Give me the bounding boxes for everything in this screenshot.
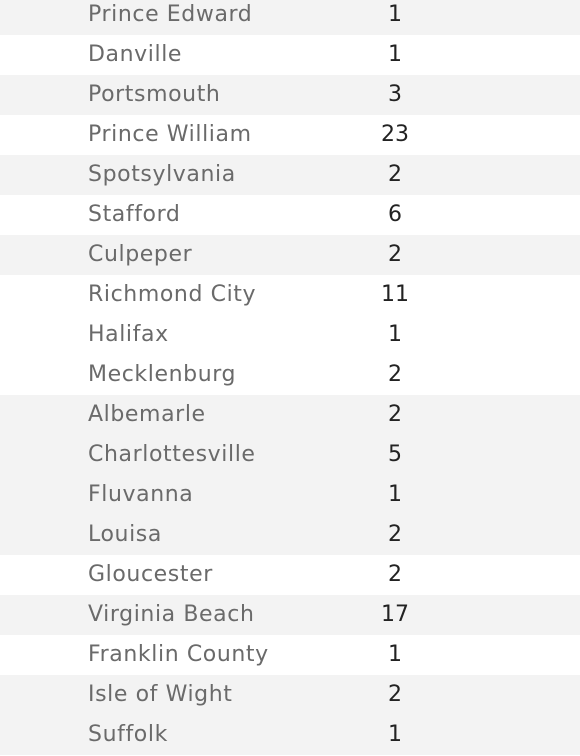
locality-count: 1 <box>388 482 402 507</box>
table-row[interactable]: Charlottesville 5 <box>0 435 580 475</box>
locality-name: Stafford <box>88 202 181 227</box>
locality-name: Gloucester <box>88 562 213 587</box>
locality-count: 17 <box>381 602 409 627</box>
locality-count: 23 <box>381 122 409 147</box>
locality-name: Franklin County <box>88 642 269 667</box>
locality-name: Virginia Beach <box>88 602 255 627</box>
table-row[interactable]: Portsmouth 3 <box>0 75 580 115</box>
locality-name: Louisa <box>88 522 162 547</box>
locality-count: 5 <box>388 442 402 467</box>
locality-name: Charlottesville <box>88 442 256 467</box>
table-row[interactable]: Prince Edward 1 <box>0 0 580 35</box>
locality-name: Danville <box>88 42 183 67</box>
locality-name: Halifax <box>88 322 169 347</box>
table-row[interactable]: Gloucester 2 <box>0 555 580 595</box>
locality-count: 1 <box>388 322 402 347</box>
table-row[interactable]: Prince William 23 <box>0 115 580 155</box>
table-row[interactable]: Franklin County 1 <box>0 635 580 675</box>
locality-name: Fluvanna <box>88 482 194 507</box>
locality-count: 2 <box>388 402 402 427</box>
locality-count: 2 <box>388 522 402 547</box>
locality-name: Suffolk <box>88 722 168 747</box>
locality-name: Albemarle <box>88 402 206 427</box>
table-row[interactable]: Albemarle 2 <box>0 395 580 435</box>
locality-count: 6 <box>388 202 402 227</box>
locality-name: Prince Edward <box>88 2 253 27</box>
locality-count: 2 <box>388 682 402 707</box>
locality-count: 2 <box>388 162 402 187</box>
table-row[interactable]: Halifax 1 <box>0 315 580 355</box>
locality-count: 1 <box>388 2 402 27</box>
locality-name: Culpeper <box>88 242 193 267</box>
table-row[interactable]: Richmond City 11 <box>0 275 580 315</box>
table-row[interactable]: Spotsylvania 2 <box>0 155 580 195</box>
locality-count: 2 <box>388 242 402 267</box>
table-row[interactable]: Virginia Beach 17 <box>0 595 580 635</box>
table-row[interactable]: Louisa 2 <box>0 515 580 555</box>
table-row[interactable]: Isle of Wight 2 <box>0 675 580 715</box>
locality-name: Isle of Wight <box>88 682 233 707</box>
locality-count: 1 <box>388 722 402 747</box>
locality-count: 11 <box>381 282 409 307</box>
table-row[interactable]: Fluvanna 1 <box>0 475 580 515</box>
locality-count: 2 <box>388 562 402 587</box>
locality-name: Spotsylvania <box>88 162 236 187</box>
table-row[interactable]: Danville 1 <box>0 35 580 75</box>
table-row[interactable]: Suffolk 1 <box>0 715 580 755</box>
locality-count: 2 <box>388 362 402 387</box>
locality-name: Portsmouth <box>88 82 221 107</box>
table-row[interactable]: Culpeper 2 <box>0 235 580 275</box>
locality-name: Richmond City <box>88 282 257 307</box>
locality-count: 3 <box>388 82 402 107</box>
table-row[interactable]: Stafford 6 <box>0 195 580 235</box>
locality-name: Mecklenburg <box>88 362 237 387</box>
locality-count: 1 <box>388 642 402 667</box>
locality-count: 1 <box>388 42 402 67</box>
table-row[interactable]: Mecklenburg 2 <box>0 355 580 395</box>
locality-name: Prince William <box>88 122 252 147</box>
